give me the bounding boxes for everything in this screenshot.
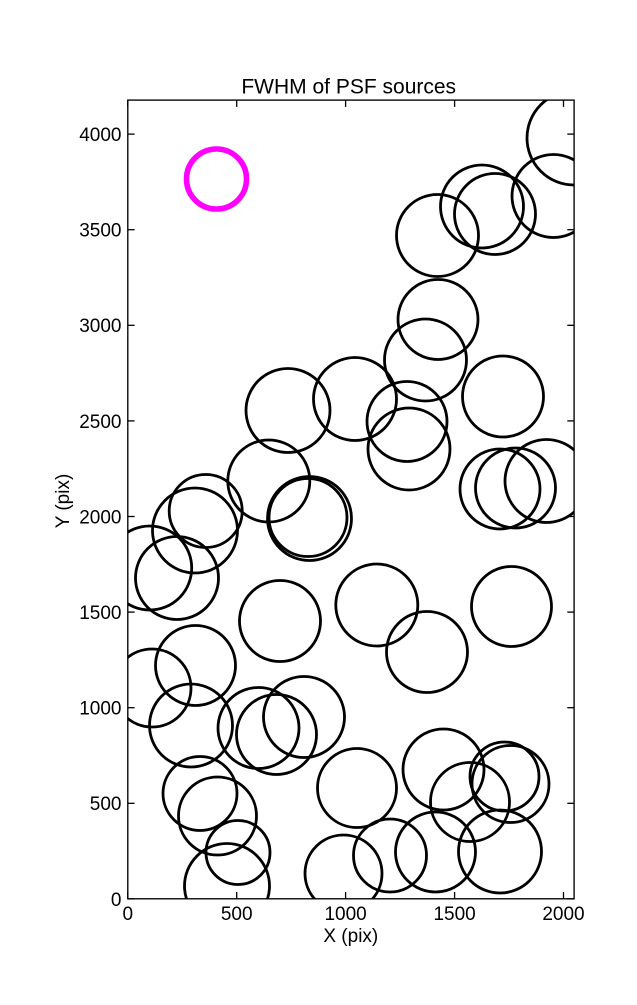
svg-text:1500: 1500 bbox=[79, 603, 121, 624]
svg-text:500: 500 bbox=[90, 794, 122, 815]
svg-text:FWHM of PSF sources: FWHM of PSF sources bbox=[241, 76, 456, 99]
svg-text:500: 500 bbox=[221, 904, 253, 925]
svg-text:1000: 1000 bbox=[324, 904, 366, 925]
svg-text:1000: 1000 bbox=[79, 699, 121, 720]
svg-text:X (pix): X (pix) bbox=[323, 926, 378, 947]
svg-text:0: 0 bbox=[111, 890, 122, 911]
svg-text:1500: 1500 bbox=[433, 904, 475, 925]
svg-text:3000: 3000 bbox=[79, 316, 121, 337]
svg-text:2000: 2000 bbox=[79, 507, 121, 528]
svg-text:0: 0 bbox=[123, 904, 134, 925]
svg-text:2500: 2500 bbox=[79, 412, 121, 433]
svg-text:3500: 3500 bbox=[79, 221, 121, 242]
svg-text:Y (pix): Y (pix) bbox=[53, 474, 74, 529]
svg-text:4000: 4000 bbox=[79, 125, 121, 146]
svg-text:2000: 2000 bbox=[542, 904, 584, 925]
